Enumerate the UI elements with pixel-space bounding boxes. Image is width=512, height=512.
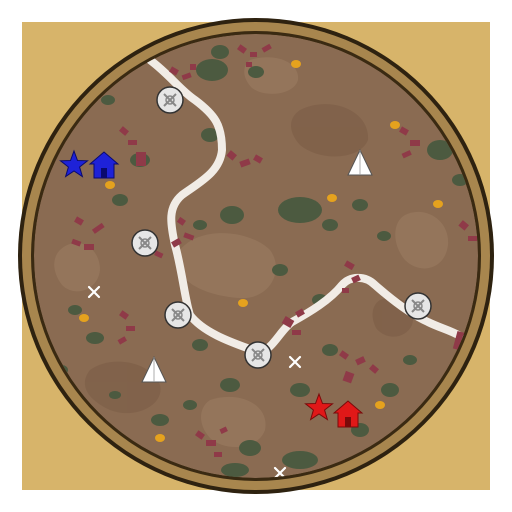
map-terrain[interactable] [34, 34, 478, 478]
house-icon[interactable] [88, 151, 120, 179]
compass-node-icon[interactable] [404, 292, 432, 320]
waypoints[interactable] [131, 86, 432, 369]
gold-nugget-icon [433, 200, 443, 208]
gold-nugget-icon [390, 121, 400, 129]
terrain-patches [54, 57, 449, 448]
gold-nugget-icon [105, 181, 115, 189]
gold-nugget-icon [375, 401, 385, 409]
gold-deposits [79, 60, 443, 442]
house-door [101, 168, 107, 178]
player-blue[interactable] [59, 149, 120, 179]
star-icon[interactable] [304, 392, 334, 421]
x-marker-icon [288, 355, 302, 369]
tents[interactable] [141, 148, 373, 383]
house-door [345, 417, 351, 427]
gold-nugget-icon [327, 194, 337, 202]
gold-nugget-icon [79, 314, 89, 322]
gold-nugget-icon [155, 434, 165, 442]
compass-node-icon[interactable] [164, 301, 192, 329]
x-marker-icon [87, 285, 101, 299]
gold-nugget-icon [238, 299, 248, 307]
gold-nugget-icon [291, 60, 301, 68]
house-icon[interactable] [332, 400, 364, 428]
compass-node-icon[interactable] [244, 341, 272, 369]
ruin-blocks [71, 43, 477, 457]
vegetation-clusters [56, 45, 468, 477]
star-icon[interactable] [59, 149, 89, 178]
road [146, 56, 464, 356]
player-red[interactable] [304, 392, 364, 428]
tent-icon[interactable] [347, 148, 373, 176]
compass-node-icon[interactable] [156, 86, 184, 114]
tent-icon[interactable] [141, 355, 167, 383]
compass-node-icon[interactable] [131, 229, 159, 257]
